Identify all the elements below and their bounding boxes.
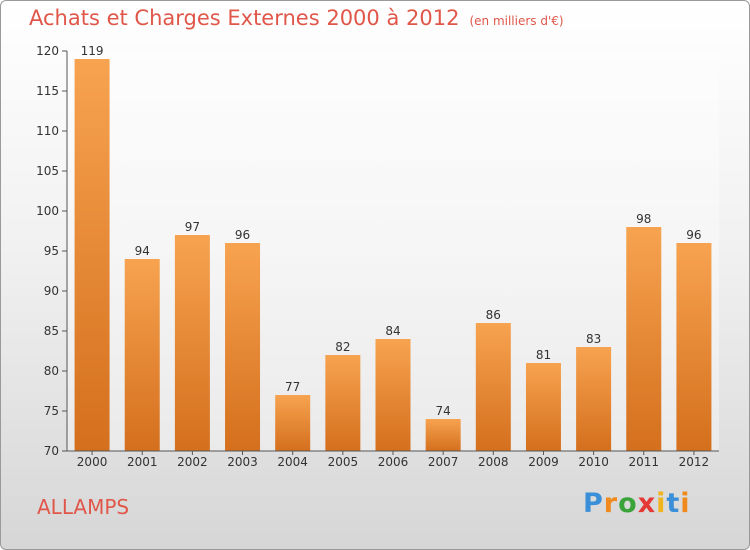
bars [74,59,712,451]
chart-title: Achats et Charges Externes 2000 à 2012 (e… [29,6,564,30]
logo-letter: r [603,488,619,519]
commune-name: ALLAMPS [37,495,130,519]
y-tick-label: 90 [44,284,59,298]
y-tick-label: 75 [44,404,59,418]
x-tick-label-2009: 2009 [528,455,559,469]
x-tick-label-2001: 2001 [127,455,158,469]
bar-2011 [626,227,662,451]
x-axis: 2000 2001 2002 2003 2004 2005 2006 2007 2008 2009… [67,450,719,469]
data-label-2010: 83 [586,332,601,346]
data-label-2003: 96 [235,228,250,242]
logo-letter: i [680,488,691,519]
bar-2012 [676,243,712,451]
y-tick-label: 110 [36,124,59,138]
bar-2008 [475,323,511,451]
logo-letter: i [656,488,667,519]
bar-2005 [325,355,361,451]
x-tick-label-2008: 2008 [478,455,509,469]
x-tick-label-2000: 2000 [77,455,108,469]
bar-2006 [375,339,411,451]
bar-2010 [576,347,612,451]
y-tick-label: 80 [44,364,59,378]
data-label-2001: 94 [135,244,150,258]
data-label-2011: 98 [636,212,651,226]
y-tick-label: 115 [36,84,59,98]
logo-letter: o [618,488,638,519]
data-labels: 119 94 97 96 77 82 84 74 86 81 83 98 96 [81,44,702,418]
x-tick-label-2011: 2011 [628,455,659,469]
x-tick-label-2004: 2004 [277,455,308,469]
bar-2000 [74,59,110,451]
data-label-2006: 84 [385,324,400,338]
title-text: Achats et Charges Externes 2000 à 2012 [29,6,460,30]
y-tick-label: 100 [36,204,59,218]
data-label-2008: 86 [486,308,501,322]
bar-2001 [124,259,160,451]
y-tick-label: 95 [44,244,59,258]
bar-2007 [425,419,461,451]
y-tick-label: 85 [44,324,59,338]
x-tick-label-2010: 2010 [578,455,609,469]
y-tick-label: 70 [44,444,59,458]
logo-letter: x [637,488,657,519]
data-label-2002: 97 [185,220,200,234]
unit-label: (en milliers d'€) [469,14,564,28]
x-tick-label-2003: 2003 [227,455,258,469]
data-label-2007: 74 [436,404,451,418]
logo-letter: t [666,488,681,519]
y-tick-label: 105 [36,164,59,178]
x-tick-label-2006: 2006 [378,455,409,469]
logo-letter: P [583,488,604,519]
x-tick-label-2005: 2005 [328,455,359,469]
x-tick-label-2007: 2007 [428,455,459,469]
bar-2003 [225,243,261,451]
data-label-2000: 119 [81,44,104,58]
y-tick-label: 120 [36,44,59,58]
x-tick-label-2002: 2002 [177,455,208,469]
bar-2004 [275,395,311,451]
data-label-2012: 96 [686,228,701,242]
bar-2002 [174,235,210,451]
data-label-2009: 81 [536,348,551,362]
x-tick-label-2012: 2012 [679,455,710,469]
y-axis: 70 75 80 85 90 95 100 105 110 115 120 [36,44,68,458]
proxiti-logo: Proxiti [583,488,691,519]
data-label-2004: 77 [285,380,300,394]
bar-2009 [525,363,561,451]
data-label-2005: 82 [335,340,350,354]
